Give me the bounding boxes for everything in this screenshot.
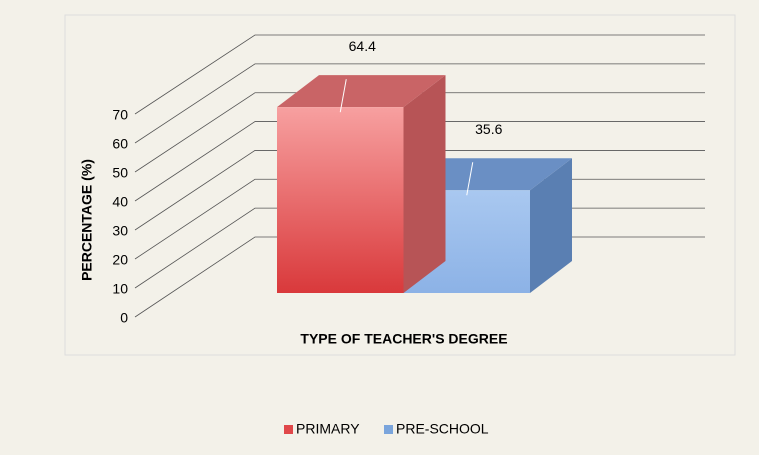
- data-label: 35.6: [475, 121, 502, 137]
- bar-side: [403, 75, 446, 293]
- legend-swatch: [384, 425, 393, 434]
- legend-label: PRE-SCHOOL: [396, 421, 489, 437]
- legend-swatch: [284, 425, 293, 434]
- leader-line: [466, 162, 474, 196]
- leader-line: [339, 79, 347, 113]
- y-tick-label: 40: [112, 194, 128, 210]
- bar-side: [530, 158, 572, 293]
- y-tick-label: 50: [112, 165, 128, 181]
- grid-line: [134, 63, 705, 144]
- y-tick-label: 0: [120, 310, 128, 326]
- y-tick-label: 20: [112, 252, 128, 268]
- y-axis-label: PERCENTAGE (%): [79, 159, 95, 281]
- x-axis-label: TYPE OF TEACHER'S DEGREE: [300, 331, 507, 347]
- y-tick-label: 60: [112, 136, 128, 152]
- grid-line: [134, 34, 705, 115]
- y-tick-label: 30: [112, 223, 128, 239]
- data-label: 64.4: [349, 38, 376, 54]
- grid-line: [134, 121, 705, 202]
- bar-top: [403, 158, 572, 191]
- bar: [277, 107, 404, 293]
- grid-line: [134, 92, 705, 173]
- bar-top: [277, 75, 446, 108]
- grid-line: [134, 150, 705, 231]
- y-tick-label: 70: [112, 107, 128, 123]
- legend-label: PRIMARY: [296, 421, 360, 437]
- y-tick-label: 10: [112, 281, 128, 297]
